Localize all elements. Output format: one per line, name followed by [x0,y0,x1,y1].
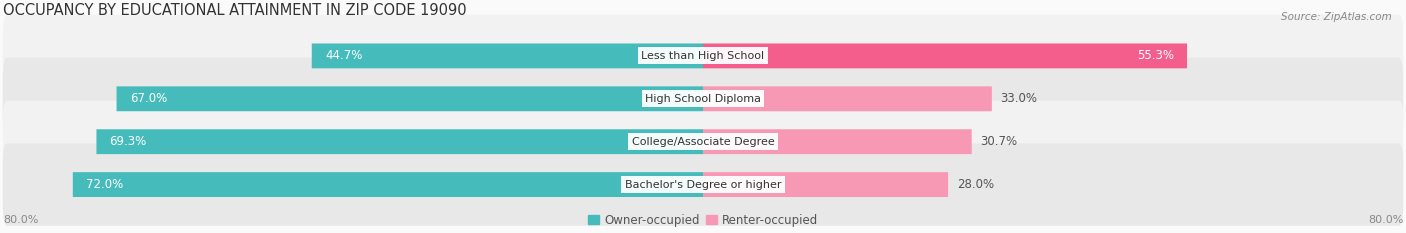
Bar [703,44,1187,68]
Bar [117,86,703,111]
FancyBboxPatch shape [3,100,1403,183]
Text: 80.0%: 80.0% [3,216,38,226]
FancyBboxPatch shape [3,143,1403,226]
Bar [703,172,948,197]
Text: 33.0%: 33.0% [1001,92,1038,105]
Text: 67.0%: 67.0% [129,92,167,105]
Text: Less than High School: Less than High School [641,51,765,61]
Bar [97,129,703,154]
Text: 28.0%: 28.0% [957,178,994,191]
Bar [73,172,703,197]
Bar [703,129,972,154]
Text: 69.3%: 69.3% [110,135,146,148]
Bar [312,44,703,68]
FancyBboxPatch shape [3,58,1403,140]
Legend: Owner-occupied, Renter-occupied: Owner-occupied, Renter-occupied [583,209,823,231]
Text: 80.0%: 80.0% [1368,216,1403,226]
Text: 44.7%: 44.7% [325,49,363,62]
Text: College/Associate Degree: College/Associate Degree [631,137,775,147]
Text: High School Diploma: High School Diploma [645,94,761,104]
Text: OCCUPANCY BY EDUCATIONAL ATTAINMENT IN ZIP CODE 19090: OCCUPANCY BY EDUCATIONAL ATTAINMENT IN Z… [3,3,467,18]
Text: 55.3%: 55.3% [1137,49,1174,62]
Text: Source: ZipAtlas.com: Source: ZipAtlas.com [1281,12,1392,22]
FancyBboxPatch shape [3,15,1403,97]
Bar [703,86,991,111]
Text: 72.0%: 72.0% [86,178,124,191]
Text: Bachelor's Degree or higher: Bachelor's Degree or higher [624,180,782,190]
Text: 30.7%: 30.7% [980,135,1018,148]
